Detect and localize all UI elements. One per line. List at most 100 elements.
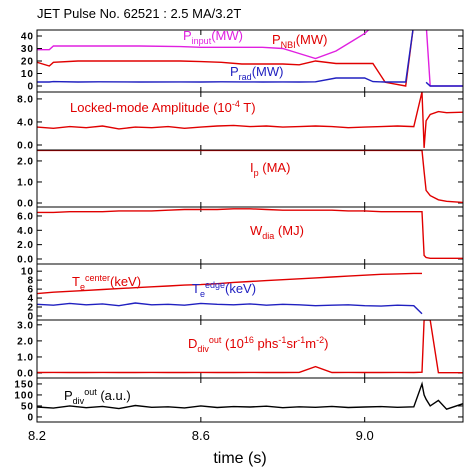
label-part: T) xyxy=(240,100,256,115)
y-tick-label: 4.0 xyxy=(17,117,34,128)
label-part: edge xyxy=(205,280,225,290)
series-label: Pdivout (a.u.) xyxy=(64,387,131,406)
y-tick-label: 10 xyxy=(21,267,34,278)
series-line xyxy=(37,381,463,411)
plot-area xyxy=(37,92,463,148)
label-part: (keV) xyxy=(225,281,256,296)
label-part: W xyxy=(250,223,263,238)
y-tick-label: 150 xyxy=(14,379,34,390)
x-tick-label: 9.0 xyxy=(356,428,374,443)
plot-area xyxy=(37,272,423,315)
y-tick-label: 0.0 xyxy=(17,199,34,210)
label-part: sr xyxy=(286,336,298,351)
label-part: -1 xyxy=(297,335,305,345)
label-part: (MJ) xyxy=(274,223,304,238)
y-tick-label: 40 xyxy=(21,32,34,43)
series-line xyxy=(37,30,463,87)
y-tick-label: 0.0 xyxy=(17,140,34,151)
y-tick-label: 0 xyxy=(27,311,34,322)
label-part: -4 xyxy=(232,99,240,109)
plot-area xyxy=(37,320,463,374)
y-tick-label: 8.0 xyxy=(17,94,34,105)
label-part: e xyxy=(80,282,85,292)
x-tick-label: 8.6 xyxy=(192,428,210,443)
x-axis-label: time (s) xyxy=(213,450,266,467)
series-label: Ddivout (1016 phs-1sr-1m-2) xyxy=(188,335,329,354)
label-part: P xyxy=(230,64,239,79)
panel-frame xyxy=(36,377,464,423)
y-tick-label: 100 xyxy=(14,390,34,401)
y-tick-label: 2.0 xyxy=(17,240,34,251)
y-tick-label: 4 xyxy=(27,294,34,305)
y-tick-label: 1.0 xyxy=(17,177,34,188)
series-line xyxy=(37,320,463,374)
series-label: Teedge(keV) xyxy=(192,280,256,299)
label-part: input xyxy=(192,36,212,46)
y-tick-label: 2 xyxy=(27,303,34,314)
label-part: (keV) xyxy=(110,274,141,289)
label-part: I xyxy=(250,160,254,175)
label-part: div xyxy=(73,396,85,406)
label-part: -1 xyxy=(278,335,286,345)
y-tick-label: 50 xyxy=(21,401,34,412)
y-tick-label: 0.0 xyxy=(17,254,34,265)
label-part: p xyxy=(254,168,259,178)
series-line xyxy=(37,30,414,87)
label-part: T xyxy=(192,281,200,296)
series-label: Tecenter(keV) xyxy=(72,273,141,292)
y-tick-label: 2.0 xyxy=(17,336,34,347)
label-part: P xyxy=(183,28,192,43)
y-tick-label: 0.0 xyxy=(17,369,34,380)
y-tick-label: 1.0 xyxy=(17,352,34,363)
label-part: (MW) xyxy=(211,28,243,43)
label-part: (MA) xyxy=(259,160,291,175)
label-part: P xyxy=(272,32,281,47)
label-part: (MW) xyxy=(252,64,284,79)
series-label: Prad(MW) xyxy=(230,64,283,82)
series-label: Locked-mode Amplitude (10-4 T) xyxy=(70,99,256,115)
label-part: rad xyxy=(239,72,252,82)
label-part: NBI xyxy=(281,40,296,50)
series-line xyxy=(37,208,463,259)
y-tick-label: 4.0 xyxy=(17,226,34,237)
y-tick-label: 2.0 xyxy=(17,156,34,167)
panel-frame xyxy=(36,149,464,208)
y-tick-label: 3.0 xyxy=(17,320,34,331)
label-part: center xyxy=(85,273,110,283)
y-tick-label: 0 xyxy=(27,82,34,93)
series-line xyxy=(37,302,423,315)
label-part: D xyxy=(188,336,197,351)
plot-area xyxy=(37,150,463,204)
series-line xyxy=(37,92,463,148)
plot-area xyxy=(37,30,463,87)
y-tick-label: 6.0 xyxy=(17,211,34,222)
series-line xyxy=(37,150,463,204)
y-tick-label: 8 xyxy=(27,276,34,287)
x-tick-label: 8.2 xyxy=(28,428,46,443)
chart-title: JET Pulse No. 62521 : 2.5 MA/3.2T xyxy=(37,6,241,21)
y-tick-label: 6 xyxy=(27,285,34,296)
label-part: 16 xyxy=(244,335,254,345)
y-tick-label: 20 xyxy=(21,57,34,68)
label-part: (10 xyxy=(221,336,243,351)
label-part: (a.u.) xyxy=(97,388,131,403)
plot-area xyxy=(37,381,463,411)
label-part: div xyxy=(197,344,209,354)
series-label: Ip (MA) xyxy=(250,160,290,178)
label-part: (MW) xyxy=(296,32,328,47)
y-tick-label: 10 xyxy=(21,69,34,80)
label-part: P xyxy=(64,388,73,403)
series-label: Wdia (MJ) xyxy=(250,223,304,241)
label-part: out xyxy=(209,335,222,345)
label-part: ) xyxy=(324,336,328,351)
series-label: PNBI(MW) xyxy=(272,32,327,50)
y-tick-label: 30 xyxy=(21,44,34,55)
label-part: e xyxy=(200,289,205,299)
plot-area xyxy=(37,208,463,259)
label-part: out xyxy=(84,387,97,397)
label-part: dia xyxy=(262,231,274,241)
panel-frame xyxy=(36,319,464,379)
y-tick-label: 0 xyxy=(27,412,34,423)
label-part: -2 xyxy=(316,335,324,345)
